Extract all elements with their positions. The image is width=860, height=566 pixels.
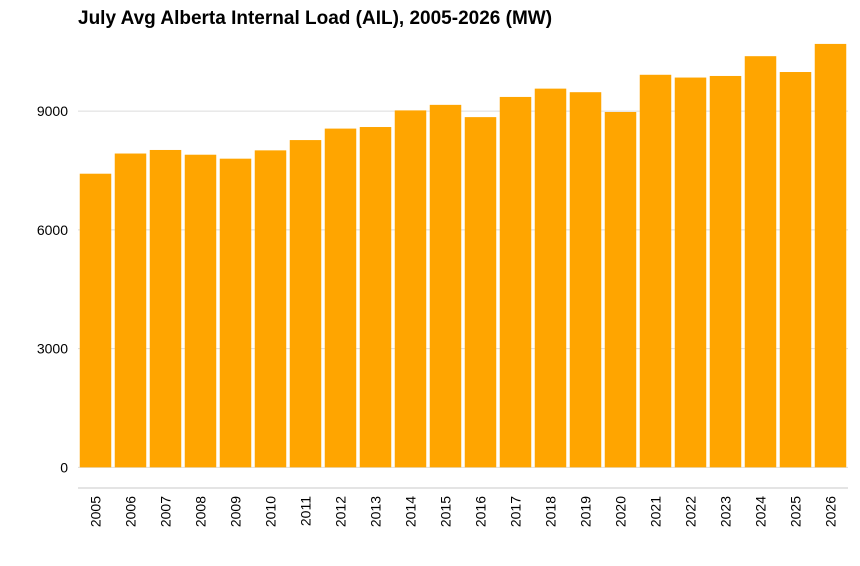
bar-2016 — [464, 117, 497, 468]
x-tick-label: 2008 — [193, 496, 209, 527]
x-tick-label: 2021 — [648, 496, 664, 527]
bar-2012 — [324, 128, 357, 468]
bar-2010 — [254, 150, 287, 468]
x-tick-label: 2018 — [543, 496, 559, 527]
bar-2007 — [149, 149, 182, 468]
bar-2013 — [359, 127, 392, 468]
bar-2023 — [709, 75, 742, 468]
bar-2017 — [499, 96, 532, 468]
y-tick-label: 0 — [60, 459, 68, 475]
x-tick-label: 2016 — [473, 496, 489, 527]
x-axis-ticks: 2005 2006 2007 2008 2009 2010 2011 2012 2013 2014… — [88, 496, 839, 527]
y-axis-ticks: 0 3000 6000 9000 — [37, 103, 68, 475]
bar-2022 — [674, 77, 707, 468]
bar-2018 — [534, 88, 567, 468]
bar-2020 — [604, 111, 637, 468]
bar-2011 — [289, 140, 322, 468]
bar-2024 — [744, 56, 777, 468]
x-tick-label: 2025 — [788, 496, 804, 527]
x-tick-label: 2026 — [823, 496, 839, 527]
y-tick-label: 3000 — [37, 341, 68, 357]
bar-2015 — [429, 104, 462, 468]
bar-2014 — [394, 110, 427, 468]
x-tick-label: 2022 — [683, 496, 699, 527]
x-tick-label: 2010 — [263, 496, 279, 527]
bar-2021 — [639, 74, 672, 468]
x-tick-label: 2024 — [753, 496, 769, 527]
x-tick-label: 2015 — [438, 496, 454, 527]
x-tick-label: 2020 — [613, 496, 629, 527]
bar-2019 — [569, 92, 602, 468]
bar-2009 — [219, 158, 252, 468]
bar-2008 — [184, 154, 217, 468]
x-tick-label: 2006 — [123, 496, 139, 527]
x-tick-label: 2017 — [508, 496, 524, 527]
x-tick-label: 2007 — [158, 496, 174, 527]
x-tick-label: 2012 — [333, 496, 349, 527]
x-tick-label: 2011 — [298, 496, 314, 526]
x-tick-label: 2014 — [403, 496, 419, 527]
x-tick-label: 2005 — [88, 496, 104, 527]
bars — [79, 43, 847, 468]
bar-2006 — [114, 153, 147, 468]
x-tick-label: 2013 — [368, 496, 384, 527]
bar-2026 — [814, 43, 847, 468]
y-tick-label: 6000 — [37, 222, 68, 238]
bar-2005 — [79, 173, 112, 468]
chart-title: July Avg Alberta Internal Load (AIL), 20… — [78, 8, 553, 29]
x-tick-label: 2019 — [578, 496, 594, 527]
x-tick-label: 2009 — [228, 496, 244, 527]
bar-2025 — [779, 72, 812, 468]
x-tick-label: 2023 — [718, 496, 734, 527]
y-tick-label: 9000 — [37, 103, 68, 119]
